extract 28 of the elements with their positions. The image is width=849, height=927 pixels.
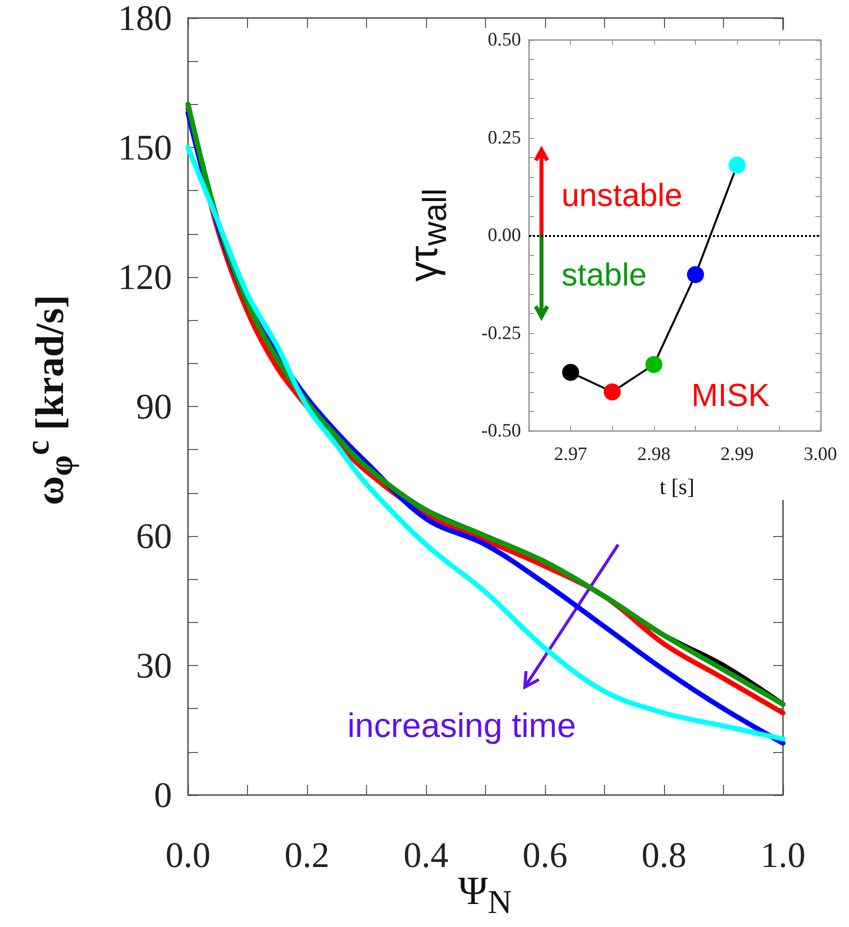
- x-axis-title: t [s]: [660, 474, 694, 499]
- x-tick-label: 0.8: [642, 835, 686, 875]
- y-tick-label: 60: [136, 516, 172, 556]
- y-tick-label: 180: [118, 0, 172, 38]
- x-tick-label: 2.99: [720, 444, 754, 465]
- annotation: increasing time: [347, 706, 576, 745]
- x-tick-label: 2.97: [554, 444, 588, 465]
- y-tick-label: 30: [136, 646, 172, 686]
- x-axis-title: Ψ$_{N}$: [458, 868, 512, 921]
- y-tick-label: 120: [118, 257, 172, 297]
- y-tick-label: -0.25: [481, 322, 521, 344]
- y-tick-label: 0: [154, 775, 172, 815]
- x-tick-label: 0.0: [166, 835, 210, 875]
- y-tick-label: 90: [136, 386, 172, 426]
- y-tick-label: 0.25: [488, 127, 521, 148]
- annotation: stable: [561, 256, 647, 293]
- x-tick-label: 1.0: [760, 835, 806, 875]
- x-tick-label: 2.98: [637, 444, 670, 465]
- annotation: MISK: [691, 377, 770, 414]
- y-tick-label: -0.50: [481, 420, 521, 442]
- x-tick-label: 3.00: [804, 444, 837, 465]
- y-tick-label: 150: [118, 128, 172, 168]
- y-tick-label: 0.00: [488, 225, 521, 246]
- annotation: unstable: [561, 176, 682, 213]
- x-tick-label: 0.6: [522, 835, 568, 875]
- y-tick-label: 0.50: [488, 30, 521, 50]
- x-tick-label: 0.4: [404, 835, 448, 875]
- x-tick-label: 0.2: [284, 835, 330, 875]
